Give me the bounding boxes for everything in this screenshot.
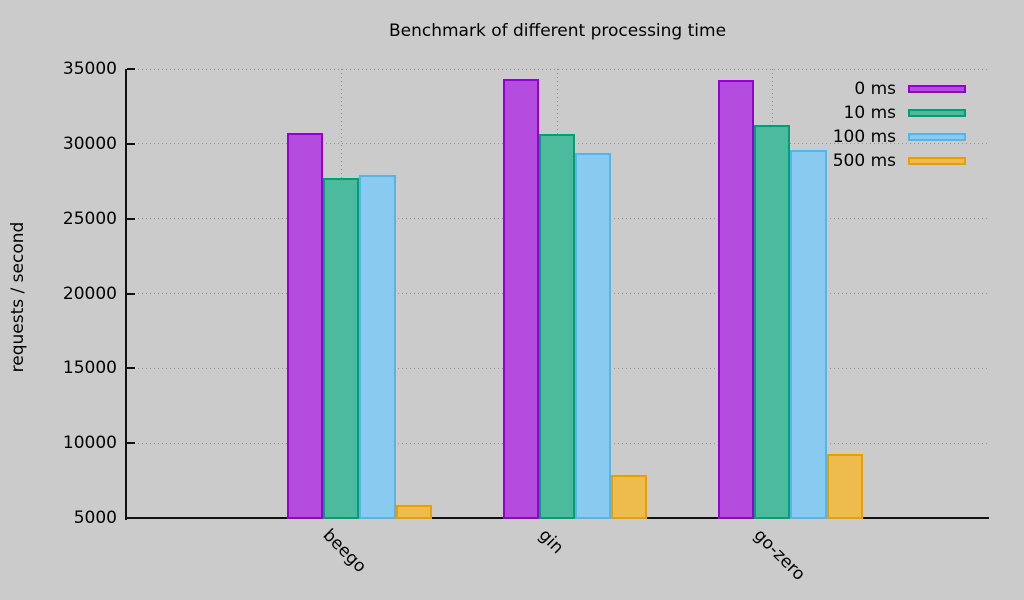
bar-gin-10ms <box>538 134 575 519</box>
legend-item: 500 ms <box>833 149 966 173</box>
bar-gin-500ms <box>611 474 648 519</box>
legend-swatch <box>908 133 966 141</box>
bar-beego-10ms <box>323 177 360 519</box>
y-tick-label: 20000 <box>62 283 117 304</box>
legend-label: 10 ms <box>843 103 896 123</box>
bar-go-zero-10ms <box>754 125 791 519</box>
x-tick-label: gin <box>534 525 567 559</box>
x-tick-label: beego <box>318 525 371 577</box>
legend-swatch <box>908 157 966 165</box>
y-axis-line <box>125 69 127 520</box>
y-tick-mark <box>127 367 135 370</box>
y-tick-label: 5000 <box>73 508 117 528</box>
bar-go-zero-100ms <box>790 149 827 519</box>
y-tick-label: 35000 <box>62 59 117 79</box>
bar-go-zero-500ms <box>826 454 863 519</box>
y-axis-label: requests / second <box>8 221 28 373</box>
chart-title: Benchmark of different processing time <box>388 21 727 41</box>
bar-gin-100ms <box>574 152 612 519</box>
bar-go-zero-0ms <box>718 80 755 519</box>
y-tick-mark <box>127 292 135 295</box>
legend-label: 0 ms <box>854 79 896 99</box>
y-tick-label: 10000 <box>62 433 117 454</box>
legend-swatch <box>908 109 966 117</box>
bar-beego-0ms <box>287 133 324 519</box>
y-tick-label: 30000 <box>62 133 117 154</box>
bar-beego-500ms <box>395 505 432 519</box>
y-tick-mark <box>127 442 135 445</box>
y-tick-mark <box>127 217 135 220</box>
legend: 0 ms 10 ms 100 ms 500 ms <box>833 77 966 173</box>
legend-label: 500 ms <box>832 151 896 171</box>
y-tick-mark <box>127 68 135 70</box>
legend-label: 100 ms <box>832 127 896 147</box>
legend-swatch <box>908 85 966 93</box>
bar-beego-100ms <box>359 175 396 519</box>
y-grid-line <box>126 68 989 70</box>
x-tick-label: go-zero <box>749 525 809 585</box>
legend-item: 10 ms <box>833 101 966 125</box>
legend-item: 0 ms <box>833 77 966 101</box>
legend-item: 100 ms <box>833 125 966 149</box>
y-tick-mark <box>127 142 135 145</box>
bar-gin-0ms <box>502 79 539 519</box>
y-tick-label: 15000 <box>62 358 117 379</box>
y-tick-label: 25000 <box>62 208 117 229</box>
